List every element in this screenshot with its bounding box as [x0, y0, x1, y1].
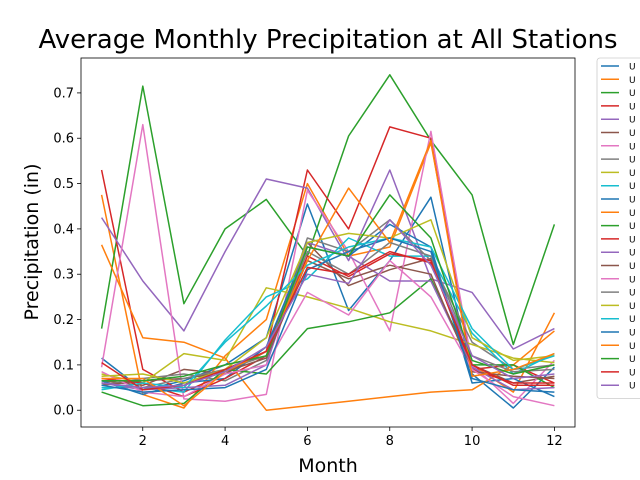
legend-label: U	[629, 196, 636, 206]
series-line-25	[101, 219, 555, 389]
y-tick-label: 0.0	[53, 404, 74, 419]
legend-label: U	[629, 129, 636, 139]
legend-box	[596, 57, 640, 399]
series-line-12	[100, 244, 555, 411]
legend-label: U	[629, 302, 636, 312]
legend-label: U	[629, 329, 636, 339]
legend-label: U	[629, 368, 636, 378]
y-tick-label: 0.2	[53, 313, 74, 328]
legend-label: U	[629, 209, 636, 219]
legend-label: U	[629, 182, 636, 192]
y-tick-label: 0.7	[53, 86, 74, 101]
legend-label: U	[629, 102, 636, 112]
legend-label: U	[629, 342, 636, 352]
legend-label: U	[629, 142, 636, 152]
legend-label: U	[629, 275, 636, 285]
y-tick-label: 0.5	[53, 177, 74, 192]
series-line-19	[101, 219, 555, 384]
legend-label: U	[629, 89, 636, 99]
x-tick-label: 8	[386, 434, 394, 449]
y-axis-label: Precipitation (in)	[21, 164, 43, 321]
series-line-15	[101, 241, 555, 391]
series-line-18	[101, 241, 555, 389]
x-tick-label: 4	[221, 434, 229, 449]
legend-label: U	[629, 222, 636, 232]
legend-label: U	[629, 249, 636, 259]
series-line-9	[101, 287, 555, 384]
y-tick-label: 0.4	[53, 222, 74, 237]
legend-label: U	[629, 355, 636, 365]
plot-area: 2 4 6 8 10 12 0.0 0.1 0.2 0.3 0.4 0.5 0.6 0.7	[53, 57, 576, 449]
y-tick-label: 0.6	[53, 132, 74, 147]
legend-label: U	[629, 116, 636, 126]
x-axis-label: Month	[298, 455, 358, 477]
series-line-3	[100, 74, 556, 346]
legend-label: U	[629, 76, 636, 86]
series-line-23	[101, 194, 555, 382]
axes-frame	[80, 57, 576, 428]
legend-label: U	[629, 289, 636, 299]
legend-label: U	[629, 262, 636, 272]
y-tick-label: 0.1	[53, 358, 74, 373]
legend-label: U	[629, 382, 636, 392]
series-lines	[100, 74, 556, 411]
legend-label: U	[629, 169, 636, 179]
legend-label: U	[629, 63, 636, 73]
series-line-21	[101, 237, 555, 393]
x-tick-label: 12	[546, 434, 563, 449]
legend-label: U	[629, 156, 636, 166]
legend-label: U	[629, 315, 636, 325]
x-tick-label: 6	[303, 434, 311, 449]
series-line-13	[101, 278, 555, 407]
chart-title: Average Monthly Precipitation at All Sta…	[38, 25, 617, 55]
series-line-16	[101, 259, 555, 387]
x-tick-label: 10	[464, 434, 481, 449]
y-tick-label: 0.3	[53, 268, 74, 283]
series-line-20	[101, 237, 555, 391]
x-tick-label: 2	[139, 434, 147, 449]
series-line-17	[101, 259, 555, 407]
series-line-10	[101, 237, 555, 393]
series-line-22	[101, 139, 555, 407]
series-line-24	[101, 250, 555, 391]
legend-label: U	[629, 235, 636, 245]
